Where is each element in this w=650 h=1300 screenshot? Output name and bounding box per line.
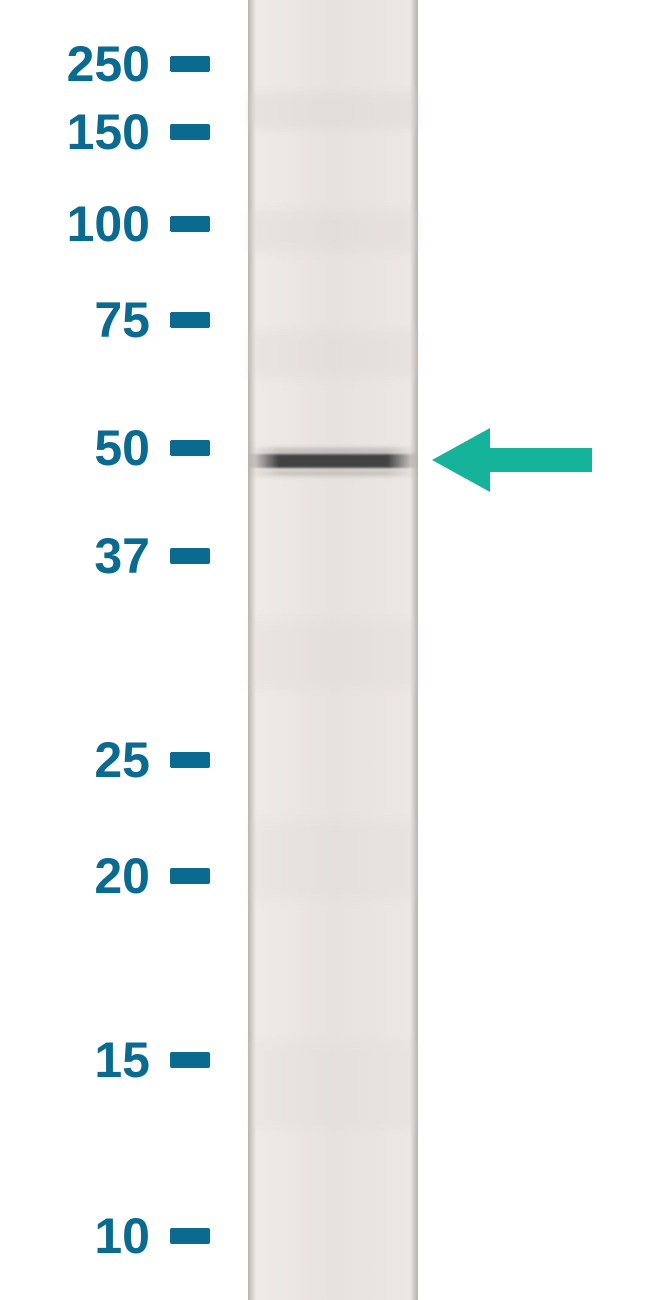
mw-marker-250: 250 [0, 37, 210, 91]
mw-marker-label: 20 [94, 847, 160, 905]
mw-marker-100: 100 [0, 197, 210, 251]
mw-marker-label: 10 [94, 1207, 160, 1265]
band-indicator-arrow [432, 428, 592, 492]
mw-marker-tick [170, 1228, 210, 1244]
mw-marker-label: 250 [67, 35, 160, 93]
mw-marker-label: 50 [94, 419, 160, 477]
mw-marker-label: 25 [94, 731, 160, 789]
mw-marker-tick [170, 752, 210, 768]
blot-lane [248, 0, 418, 1300]
mw-marker-25: 25 [0, 733, 210, 787]
mw-marker-20: 20 [0, 849, 210, 903]
arrow-shape [432, 428, 592, 492]
mw-marker-tick [170, 1052, 210, 1068]
mw-marker-tick [170, 56, 210, 72]
mw-marker-label: 37 [94, 527, 160, 585]
mw-marker-label: 150 [67, 103, 160, 161]
mw-marker-tick [170, 868, 210, 884]
mw-marker-tick [170, 124, 210, 140]
lane-smudge [248, 620, 418, 690]
mw-marker-label: 15 [94, 1031, 160, 1089]
protein-band [248, 454, 418, 468]
lane-smudge [248, 92, 418, 130]
lane-smudge [248, 1040, 418, 1130]
lane-smudge [248, 820, 418, 900]
lane-smudge [248, 210, 418, 252]
mw-marker-tick [170, 312, 210, 328]
mw-marker-50: 50 [0, 421, 210, 475]
mw-marker-15: 15 [0, 1033, 210, 1087]
mw-marker-label: 100 [67, 195, 160, 253]
mw-marker-tick [170, 548, 210, 564]
mw-marker-10: 10 [0, 1209, 210, 1263]
protein-band [248, 448, 418, 454]
mw-marker-tick [170, 216, 210, 232]
lane-smudge [248, 330, 418, 378]
mw-marker-tick [170, 440, 210, 456]
mw-marker-150: 150 [0, 105, 210, 159]
molecular-weight-ladder: 250 150 100 75 50 37 25 20 15 10 [0, 0, 210, 1300]
mw-marker-label: 75 [94, 291, 160, 349]
protein-band [248, 470, 418, 476]
mw-marker-75: 75 [0, 293, 210, 347]
mw-marker-37: 37 [0, 529, 210, 583]
